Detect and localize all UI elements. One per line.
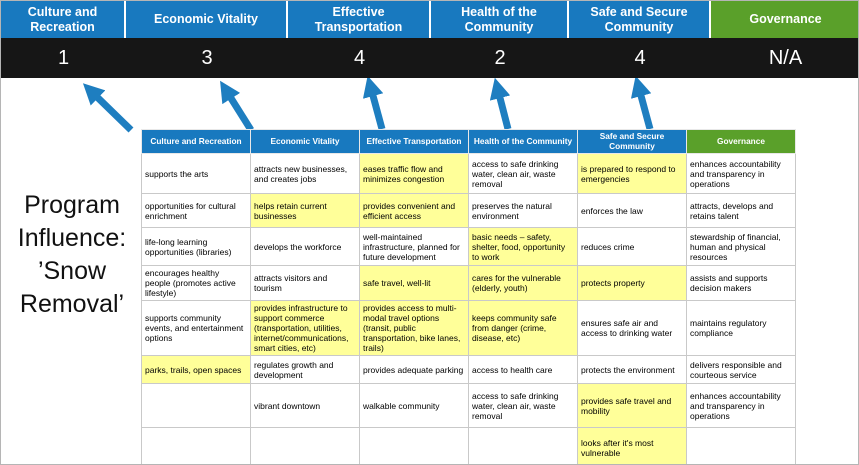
matrix-cell-r8-c5: looks after it's most vulnerable [577,427,687,464]
matrix-cell-r7-c4: access to safe drinking water, clean air… [468,383,578,429]
matrix-cell-r2-c2: helps retain current businesses [250,193,360,229]
matrix-col-header-governance: Governance [686,128,796,155]
matrix-cell-r2-c3: provides convenient and efficient access [359,193,469,229]
matrix-cell-r1-c3: eases traffic flow and minimizes congest… [359,153,469,195]
matrix-cell-r7-c5: provides safe travel and mobility [577,383,687,429]
pillar-score-safe-and-secure-community: 4 [634,46,646,69]
matrix-cell-r4-c2: attracts visitors and tourism [250,265,360,302]
matrix-cell-r3-c3: well-maintained infrastructure, planned … [359,227,469,267]
pillar-score-effective-transportation: 4 [353,46,366,69]
matrix-cell-r7-c2: vibrant downtown [250,383,360,429]
matrix-cell-r6-c6: delivers responsible and courteous servi… [686,355,796,385]
matrix-col-header-culture-and-recreation: Culture and Recreation [141,128,251,155]
matrix-cell-r1-c1: supports the arts [141,153,251,195]
pillar-header-safe-and-secure-community: Safe and Secure Community [569,1,711,38]
pillar-header-culture-and-recreation: Culture and Recreation [1,1,126,38]
pillar-header-health-of-the-community: Health of the Community [431,1,569,38]
pillar-header-governance: Governance [711,1,858,38]
matrix-cell-r3-c4: basic needs – safety, shelter, food, opp… [468,227,578,267]
matrix-col-header-economic-vitality: Economic Vitality [250,128,360,155]
pillar-header-row: Culture and Recreation Economic Vitality E… [1,1,858,38]
matrix-cell-r3-c2: develops the workforce [250,227,360,267]
matrix-cell-r5-c3: provides access to multi-modal travel op… [359,300,469,357]
influence-arrow-3 [362,78,386,130]
influence-arrow-1 [82,83,134,133]
influence-arrow-4 [489,78,512,130]
pillar-score-economic-vitality: 3 [201,46,213,69]
influence-matrix-table: Culture and Recreation Economic Vitality E… [141,128,796,464]
influence-arrow-5 [630,78,654,130]
pillar-score-health-of-the-community: 2 [494,46,506,69]
table-row: vibrant downtown walkable community access… [141,383,796,429]
table-row: parks, trails, open spaces regulates grow… [141,355,796,385]
matrix-cell-r8-c4 [468,427,578,464]
matrix-cell-r6-c3: provides adequate parking [359,355,469,385]
matrix-cell-r1-c6: enhances accountability and transparency… [686,153,796,195]
matrix-cell-r6-c1: parks, trails, open spaces [141,355,251,385]
pillar-score-row: 1 3 4 2 4 N/A [1,38,858,78]
matrix-cell-r2-c1: opportunities for cultural enrichment [141,193,251,229]
matrix-cell-r8-c6 [686,427,796,464]
table-row: opportunities for cultural enrichment hel… [141,193,796,229]
matrix-cell-r5-c4: keeps community safe from danger (crime,… [468,300,578,357]
matrix-cell-r5-c1: supports community events, and entertain… [141,300,251,357]
table-row: life-long learning opportunities (librar… [141,227,796,267]
matrix-cell-r1-c4: access to safe drinking water, clean air… [468,153,578,195]
pillar-header-economic-vitality: Economic Vitality [126,1,288,38]
matrix-col-header-safe-and-secure-community: Safe and Secure Community [577,128,687,155]
matrix-cell-r2-c5: enforces the law [577,193,687,229]
matrix-cell-r2-c4: preserves the natural environment [468,193,578,229]
matrix-cell-r1-c5: is prepared to respond to emergencies [577,153,687,195]
matrix-header: Culture and Recreation Economic Vitality E… [141,128,796,155]
matrix-cell-r4-c4: cares for the vulnerable (elderly, youth… [468,265,578,302]
matrix-cell-r6-c4: access to health care [468,355,578,385]
matrix-col-header-effective-transportation: Effective Transportation [359,128,469,155]
matrix-cell-r7-c6: enhances accountability and transparency… [686,383,796,429]
matrix-cell-r7-c3: walkable community [359,383,469,429]
matrix-col-header-health-of-the-community: Health of the Community [468,128,578,155]
influence-arrow-2 [220,80,254,132]
matrix-cell-r2-c6: attracts, develops and retains talent [686,193,796,229]
table-row: supports the arts attracts new businesses… [141,153,796,195]
matrix-cell-r4-c3: safe travel, well-lit [359,265,469,302]
program-title: Program Influence: ’Snow Removal’ [17,191,127,318]
matrix-cell-r1-c2: attracts new businesses, and creates job… [250,153,360,195]
pillar-header-effective-transportation: Effective Transportation [288,1,431,38]
table-row: supports community events, and entertain… [141,300,796,357]
matrix-cell-r4-c1: encourages healthy people (promotes acti… [141,265,251,302]
matrix-body: supports the arts attracts new businesses… [141,153,796,464]
matrix-cell-r5-c6: maintains regulatory compliance [686,300,796,357]
matrix-cell-r4-c5: protects property [577,265,687,302]
matrix-cell-r8-c1 [141,427,251,464]
matrix-cell-r3-c6: stewardship of financial, human and phys… [686,227,796,267]
pillar-score-governance: N/A [768,46,803,69]
matrix-cell-r5-c2: provides infrastructure to support comme… [250,300,360,357]
table-row: encourages healthy people (promotes acti… [141,265,796,302]
matrix-cell-r5-c5: ensures safe air and access to drinking … [577,300,687,357]
pillar-score-culture-and-recreation: 1 [57,46,70,69]
matrix-cell-r3-c1: life-long learning opportunities (librar… [141,227,251,267]
matrix-cell-r6-c5: protects the environment [577,355,687,385]
table-row: looks after it's most vulnerable [141,427,796,464]
matrix-cell-r6-c2: regulates growth and development [250,355,360,385]
matrix-cell-r4-c6: assists and supports decision makers [686,265,796,302]
matrix-cell-r3-c5: reduces crime [577,227,687,267]
score-arrows [82,78,654,133]
matrix-cell-r7-c1 [141,383,251,429]
matrix-cell-r8-c2 [250,427,360,464]
matrix-cell-r8-c3 [359,427,469,464]
matrix-header-row: Culture and Recreation Economic Vitality E… [141,128,796,155]
